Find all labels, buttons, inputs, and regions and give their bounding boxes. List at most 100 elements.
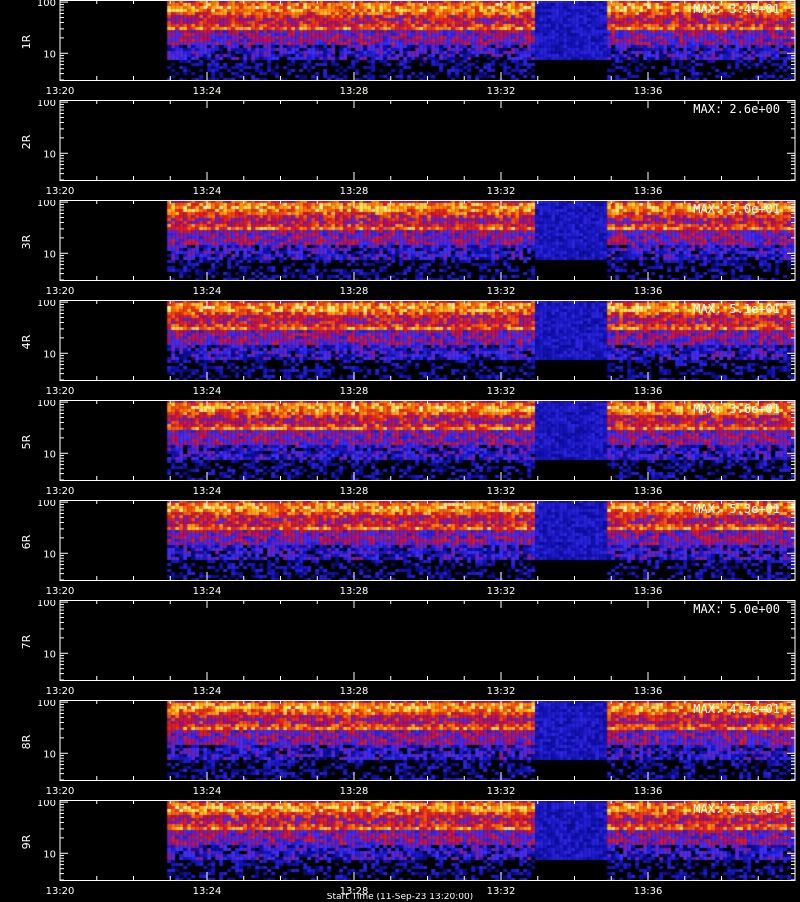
spectrogram-panel-6r: 10 100 13:20 13:24 13:28 13:32 13:36 6R MAX: 5.3… [0, 500, 800, 600]
x-tick-label: 13:28 [340, 286, 369, 297]
max-value-label: MAX: 2.6e+00 [693, 102, 780, 116]
x-tick-label: 13:20 [46, 86, 75, 97]
panel-label: 2R [20, 134, 33, 149]
x-tick-label: 13:24 [193, 186, 222, 197]
y-tick-label: 10 [43, 549, 56, 560]
x-tick-label: 13:24 [193, 286, 222, 297]
x-tick-label: 13:20 [46, 386, 75, 397]
y-tick-label: 10 [43, 349, 56, 360]
x-tick-label: 13:36 [634, 86, 663, 97]
x-tick-label: 13:36 [634, 486, 663, 497]
spectrogram-svg: 10 100 13:20 13:24 13:28 13:32 13:36 3R MAX: 3.0… [20, 200, 796, 297]
max-value-label: MAX: 3.0e+01 [693, 202, 780, 216]
x-axis-title: Start Time (11-Sep-23 13:20:00) [326, 893, 474, 902]
y-tick-label: 100 [37, 700, 56, 709]
heatmap-cells [60, 0, 795, 80]
panel-label: 4R [20, 334, 33, 349]
x-tick-label: 13:32 [487, 886, 516, 897]
spectrogram-panel-4r: 10 100 13:20 13:24 13:28 13:32 13:36 4R MAX: 5.1… [0, 300, 800, 400]
x-tick-label: 13:20 [46, 886, 75, 897]
spectrogram-panel-9r: 10 100 13:20 13:24 13:28 13:32 13:36 9R MAX: 5.1… [0, 800, 800, 900]
x-tick-label: 13:32 [487, 786, 516, 797]
panel-label: 3R [20, 234, 33, 249]
y-tick-label: 100 [37, 0, 56, 9]
x-tick-label: 13:20 [46, 686, 75, 697]
max-value-label: MAX: 3.4e+01 [693, 2, 780, 16]
x-tick-label: 13:28 [340, 386, 369, 397]
x-tick-label: 13:28 [340, 586, 369, 597]
x-tick-label: 13:36 [634, 386, 663, 397]
x-tick-label: 13:36 [634, 686, 663, 697]
panel-label: 6R [20, 534, 33, 549]
x-tick-label: 13:36 [634, 786, 663, 797]
x-tick-label: 13:28 [340, 786, 369, 797]
x-tick-label: 13:20 [46, 786, 75, 797]
x-tick-label: 13:32 [487, 386, 516, 397]
panel-label: 9R [20, 834, 33, 849]
y-tick-label: 10 [43, 149, 56, 160]
y-tick-label: 10 [43, 449, 56, 460]
y-tick-label: 10 [43, 749, 56, 760]
max-value-label: MAX: 5.3e+01 [693, 502, 780, 516]
spectrogram-svg: 10 100 13:20 13:24 13:28 13:32 13:36 2R MAX: 2.6… [20, 100, 796, 197]
x-tick-label: 13:36 [634, 586, 663, 597]
x-tick-label: 13:32 [487, 486, 516, 497]
spectrogram-svg: 10 100 13:20 13:24 13:28 13:32 13:36 9R MAX: 5.1… [20, 800, 796, 897]
spectrogram-panel-2r: 10 100 13:20 13:24 13:28 13:32 13:36 2R MAX: 2.6… [0, 100, 800, 200]
x-tick-label: 13:32 [487, 586, 516, 597]
y-tick-label: 100 [37, 300, 56, 309]
x-tick-label: 13:20 [46, 286, 75, 297]
spectrogram-panel-7r: 10 100 13:20 13:24 13:28 13:32 13:36 7R MAX: 5.0… [0, 600, 800, 700]
y-tick-label: 10 [43, 249, 56, 260]
y-tick-label: 10 [43, 649, 56, 660]
spectrogram-svg: 10 100 13:20 13:24 13:28 13:32 13:36 4R MAX: 5.1… [20, 300, 796, 397]
x-tick-label: 13:28 [340, 486, 369, 497]
spectrogram-svg: 10 100 13:20 13:24 13:28 13:32 13:36 1R MAX: 3.4… [20, 0, 796, 97]
heatmap-cells [60, 300, 795, 380]
heatmap-cells [60, 800, 795, 880]
heatmap-cells [60, 500, 795, 580]
y-tick-label: 10 [43, 49, 56, 60]
y-tick-label: 100 [37, 500, 56, 509]
x-tick-label: 13:20 [46, 186, 75, 197]
y-tick-label: 100 [37, 800, 56, 809]
panel-label: 1R [20, 34, 33, 49]
x-tick-label: 13:20 [46, 486, 75, 497]
y-tick-label: 100 [37, 400, 56, 409]
x-tick-label: 13:24 [193, 386, 222, 397]
heatmap-cells [60, 700, 795, 780]
plot-frame [59, 600, 796, 681]
x-tick-label: 13:24 [193, 586, 222, 597]
x-tick-label: 13:24 [193, 786, 222, 797]
spectrogram-svg: 10 100 13:20 13:24 13:28 13:32 13:36 5R MAX: 3.6… [20, 400, 796, 497]
panel-label: 8R [20, 734, 33, 749]
x-tick-label: 13:36 [634, 186, 663, 197]
y-tick-label: 10 [43, 849, 56, 860]
max-value-label: MAX: 3.6e+01 [693, 402, 780, 416]
x-tick-label: 13:28 [340, 86, 369, 97]
x-tick-label: 13:36 [634, 286, 663, 297]
x-tick-label: 13:20 [46, 586, 75, 597]
x-tick-label: 13:32 [487, 186, 516, 197]
x-tick-label: 13:24 [193, 86, 222, 97]
panel-label: 7R [20, 634, 33, 649]
plot-frame [59, 100, 796, 181]
spectrogram-svg: 10 100 13:20 13:24 13:28 13:32 13:36 6R MAX: 5.3… [20, 500, 796, 597]
x-tick-label: 13:28 [340, 886, 369, 897]
heatmap-cells [60, 400, 795, 480]
spectrogram-panel-8r: 10 100 13:20 13:24 13:28 13:32 13:36 8R MAX: 4.7… [0, 700, 800, 800]
x-tick-label: 13:28 [340, 186, 369, 197]
x-tick-label: 13:28 [340, 686, 369, 697]
y-tick-label: 100 [37, 100, 56, 109]
spectrogram-panel-3r: 10 100 13:20 13:24 13:28 13:32 13:36 3R MAX: 3.0… [0, 200, 800, 300]
x-tick-label: 13:36 [634, 886, 663, 897]
max-value-label: MAX: 4.7e+01 [693, 702, 780, 716]
y-tick-label: 100 [37, 200, 56, 209]
x-tick-label: 13:32 [487, 286, 516, 297]
spectrogram-svg: 10 100 13:20 13:24 13:28 13:32 13:36 7R MAX: 5.0… [20, 600, 796, 697]
spectrogram-svg: 10 100 13:20 13:24 13:28 13:32 13:36 8R MAX: 4.7… [20, 700, 796, 797]
max-value-label: MAX: 5.1e+01 [693, 802, 780, 816]
x-tick-label: 13:24 [193, 486, 222, 497]
x-tick-label: 13:24 [193, 886, 222, 897]
